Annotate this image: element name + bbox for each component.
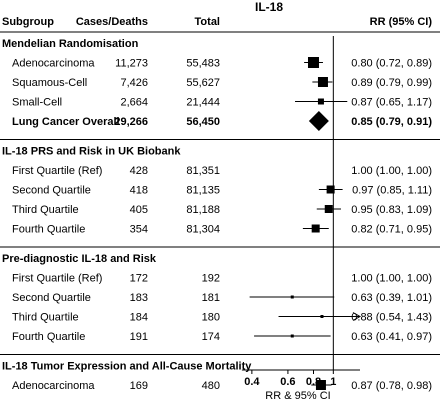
row-cases: 169 <box>130 380 148 392</box>
row-rr-ci: 0.85 (0.79, 0.91) <box>351 116 432 128</box>
column-header-subgroup: Subgroup <box>2 16 54 28</box>
row-total: 21,444 <box>186 97 220 109</box>
header-layer: IL-18 Subgroup Cases/Deaths Total RR (95… <box>0 0 440 33</box>
column-header-cases-deaths: Cases/Deaths <box>76 16 148 28</box>
row-cases: 184 <box>130 312 148 324</box>
section-header: IL-18 PRS and Risk in UK Biobank <box>2 146 181 158</box>
row-label: First Quartile (Ref) <box>12 273 102 285</box>
x-tick-label: 0.6 <box>280 376 295 388</box>
point-estimate-square <box>311 224 320 233</box>
point-estimate-square <box>290 295 294 299</box>
row-total: 192 <box>202 273 220 285</box>
row-cases: 354 <box>130 224 148 236</box>
row-cases: 11,273 <box>115 58 148 70</box>
point-estimate-square <box>307 57 319 68</box>
column-header-total: Total <box>195 16 220 28</box>
row-label: Third Quartile <box>12 312 79 324</box>
row-cases: 7,426 <box>120 77 148 89</box>
row-total: 55,483 <box>186 58 220 70</box>
row-label: Third Quartile <box>12 204 79 216</box>
row-rr-ci: 0.95 (0.83, 1.09) <box>351 204 432 216</box>
point-estimate-square <box>326 185 335 194</box>
row-rr-ci: 0.82 (0.71, 0.95) <box>351 224 432 236</box>
row-rr-ci: 0.87 (0.65, 1.17) <box>351 97 432 109</box>
row-total: 81,188 <box>186 204 220 216</box>
row-cases: 428 <box>130 165 148 177</box>
row-total: 174 <box>202 331 220 343</box>
x-axis: RR & 95% CI 0.4 0.6 0.8 1 <box>241 36 360 402</box>
row-cases: 2,664 <box>120 97 148 109</box>
point-estimate-square <box>315 380 326 390</box>
x-axis-label: RR & 95% CI <box>265 390 330 402</box>
x-tick-label: 0.4 <box>244 376 260 388</box>
row-rr-ci: 0.87 (0.78, 0.98) <box>351 380 432 392</box>
row-cases: 405 <box>130 204 148 216</box>
row-total: 180 <box>202 312 220 324</box>
pooled-estimate-diamond <box>308 111 329 131</box>
row-label: Lung Cancer Overall <box>12 116 120 128</box>
section-header: Mendelian Randomisation <box>2 38 139 50</box>
ci-arrow <box>352 312 362 321</box>
row-cases: 191 <box>130 331 148 343</box>
row-label: Second Quartile <box>12 185 91 197</box>
row-total: 56,450 <box>186 116 220 128</box>
row-rr-ci: 1.00 (1.00, 1.00) <box>351 273 432 285</box>
row-label: Small-Cell <box>12 97 62 109</box>
chart-title: IL-18 <box>255 0 283 14</box>
row-rr-ci: 0.89 (0.79, 0.99) <box>351 77 432 89</box>
section-header: Pre-diagnostic IL-18 and Risk <box>2 253 157 265</box>
row-label: Adenocarcinoma <box>12 58 95 70</box>
row-total: 181 <box>202 292 220 304</box>
x-tick-label: 1 <box>330 376 336 388</box>
rows-layer: Mendelian Randomisation Adenocarcinoma 11,… <box>0 38 440 392</box>
row-rr-ci: 1.00 (1.00, 1.00) <box>351 165 432 177</box>
row-cases: 172 <box>130 273 148 285</box>
row-label: Squamous-Cell <box>12 77 87 89</box>
row-rr-ci: 0.63 (0.39, 1.01) <box>351 292 432 304</box>
row-cases: 29,266 <box>114 116 148 128</box>
row-label: Adenocarcinoma <box>12 380 95 392</box>
row-cases: 418 <box>130 185 148 197</box>
row-label: Second Quartile <box>12 292 91 304</box>
row-total: 81,135 <box>186 185 220 197</box>
section-header: IL-18 Tumor Expression and All-Cause Mor… <box>2 361 252 373</box>
point-estimate-square <box>317 77 328 87</box>
row-rr-ci: 0.88 (0.54, 1.43) <box>351 312 432 324</box>
row-rr-ci: 0.97 (0.85, 1.11) <box>352 185 432 197</box>
point-estimate-square <box>290 334 294 338</box>
row-rr-ci: 0.63 (0.41, 0.97) <box>351 331 432 343</box>
row-total: 81,304 <box>186 224 220 236</box>
row-total: 480 <box>202 380 220 392</box>
row-label: Fourth Quartile <box>12 224 85 236</box>
x-tick-label: 0.8 <box>306 376 321 388</box>
row-total: 55,627 <box>186 77 220 89</box>
row-label: First Quartile (Ref) <box>12 165 102 177</box>
column-header-rr: RR (95% CI) <box>370 16 433 28</box>
point-estimate-square <box>317 98 324 105</box>
row-label: Fourth Quartile <box>12 331 85 343</box>
row-total: 81,351 <box>186 165 220 177</box>
point-estimate-square <box>320 315 324 318</box>
row-cases: 183 <box>130 292 148 304</box>
point-estimate-square <box>324 205 333 213</box>
row-rr-ci: 0.80 (0.72, 0.89) <box>351 58 432 70</box>
